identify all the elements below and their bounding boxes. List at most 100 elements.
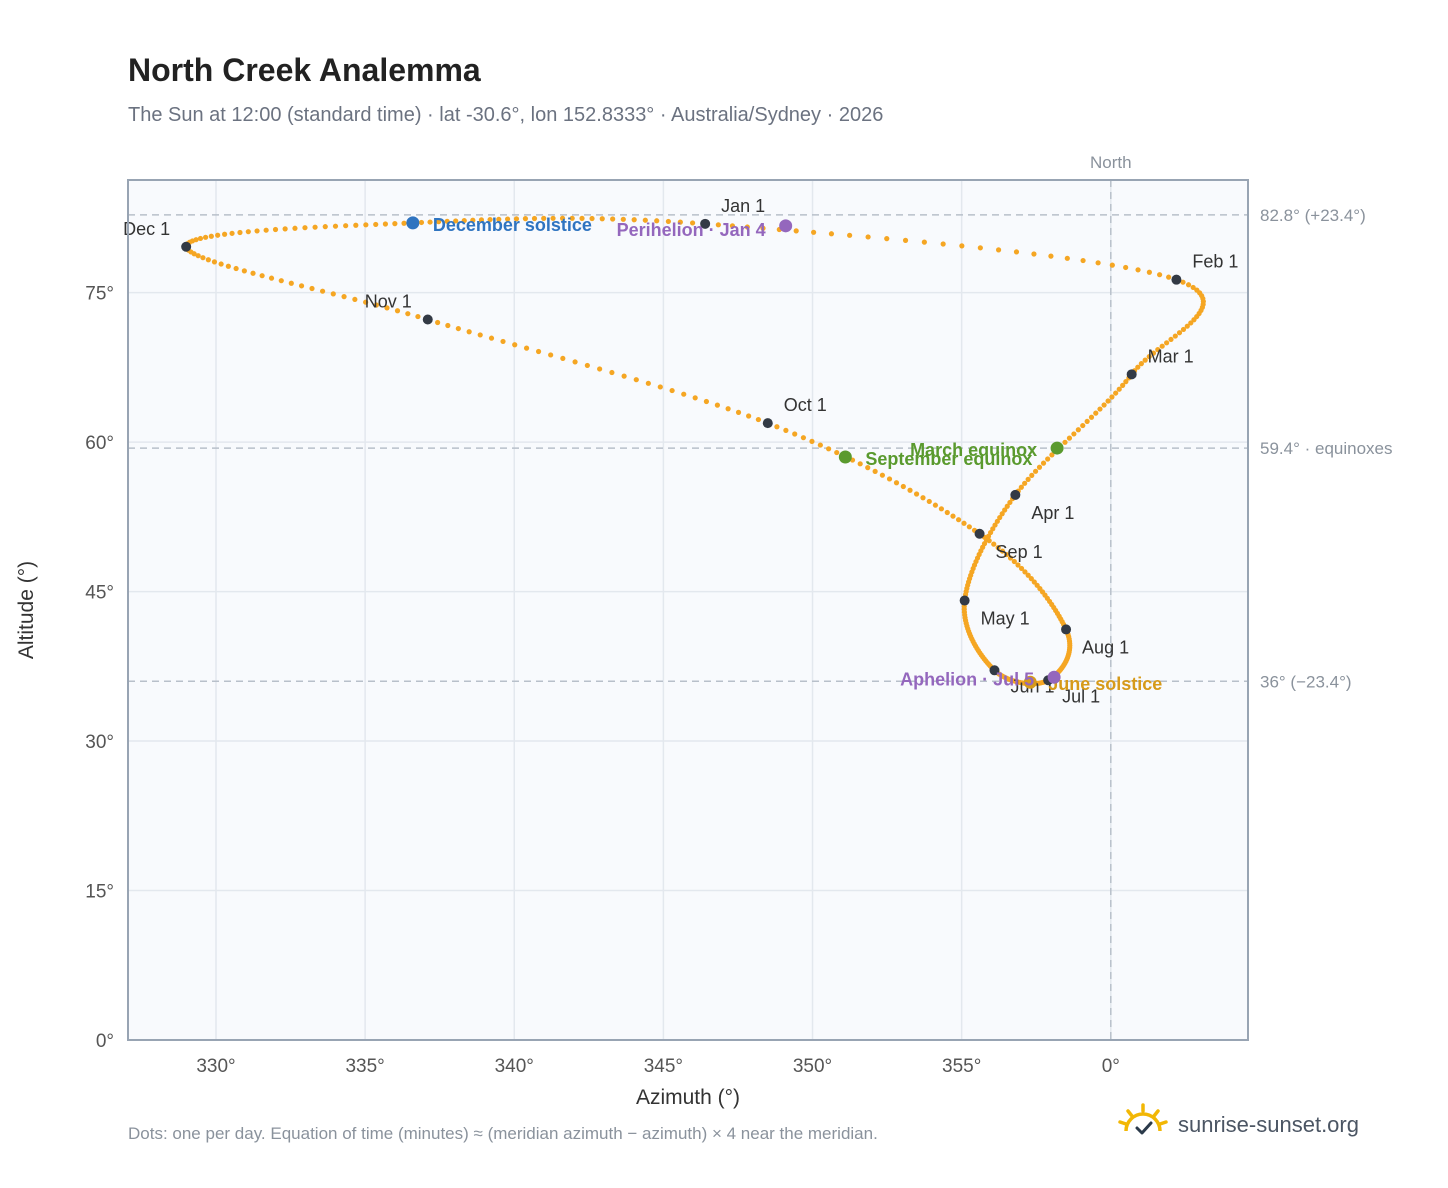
daily-sun-dot [435,319,441,326]
daily-sun-dot [977,245,983,251]
daily-sun-dot [1116,386,1122,392]
daily-sun-dot [225,263,231,269]
daily-sun-dot [1013,249,1020,255]
daily-sun-dot [302,225,308,231]
daily-sun-dot [966,524,972,530]
daily-sun-dot [373,302,379,308]
daily-sun-dot [1166,274,1172,280]
daily-sun-dot [496,216,502,222]
daily-sun-dot [792,431,798,437]
month-label: Oct 1 [784,395,827,415]
daily-sun-dot [921,239,927,245]
daily-sun-dot [1095,260,1101,266]
daily-sun-dot [548,352,554,358]
daily-sun-dot [1164,340,1170,346]
daily-sun-dot [298,283,305,289]
daily-sun-dot [418,219,425,226]
daily-sun-dot [1093,410,1099,416]
chart-subtitle: The Sun at 12:00 (standard time) · lat -… [128,104,884,126]
sun-logo-icon [1118,1102,1168,1148]
daily-sun-dot [992,522,998,528]
daily-sun-dot [642,217,648,223]
daily-sun-dot [1003,551,1010,558]
daily-sun-dot [259,273,265,279]
daily-sun-dot [415,313,421,320]
daily-sun-dot [292,225,298,231]
daily-sun-dot [760,225,766,231]
y-tick-label: 45° [85,583,114,604]
daily-sun-dot [589,215,595,222]
daily-sun-dot [1146,269,1152,275]
brand-name[interactable]: sunrise-sunset.org [1178,1112,1359,1137]
daily-sun-dot [1184,323,1190,329]
daily-sun-dot [729,223,736,229]
daily-sun-dot [382,221,389,227]
daily-sun-dot [1022,569,1028,575]
daily-sun-dot [677,219,683,225]
daily-sun-dot [487,216,493,223]
daily-sun-dot [319,288,326,294]
month-label: May 1 [981,609,1030,629]
month-marker [1171,274,1182,285]
event-marker [779,219,793,233]
daily-sun-dot [994,518,1000,524]
daily-sun-dot [1045,456,1051,462]
daily-sun-dot [453,218,459,224]
daily-sun-dot [392,221,398,227]
event-label: December solstice [433,215,592,235]
daily-sun-dot [1190,284,1196,291]
daily-sun-dot [959,243,965,249]
daily-sun-dot [373,221,379,228]
daily-sun-dot [522,216,529,222]
event-label: March equinox [910,440,1037,460]
daily-sun-dot [254,228,260,234]
daily-sun-dot [272,226,279,233]
daily-sun-dot [1062,439,1068,445]
x-axis-label: Azimuth (°) [636,1086,740,1109]
daily-sun-dot [278,278,284,284]
daily-sun-dot [902,237,909,243]
daily-sun-dot [665,218,671,225]
daily-sun-dot [1015,562,1021,568]
daily-sun-dot [1157,272,1163,278]
y-tick-label: 60° [85,433,114,454]
daily-sun-dot [1018,565,1025,572]
daily-sun-dot [550,215,556,221]
daily-sun-dot [1080,422,1086,429]
month-marker [700,218,711,229]
daily-sun-dot [535,348,542,355]
x-tick-label: 335° [345,1056,384,1077]
daily-sun-dot [884,236,890,242]
daily-sun-dot [312,224,318,230]
month-label: Jul 1 [1062,686,1100,706]
daily-sun-dot [1040,460,1047,466]
month-label: Feb 1 [1192,252,1238,272]
y-tick-label: 15° [85,882,114,903]
daily-sun-dot [309,285,315,292]
month-marker [181,241,192,252]
daily-sun-dot [202,234,209,240]
brand[interactable]: sunrise-sunset.org [1118,1100,1359,1150]
reference-line-label: 82.8° (+23.4°) [1260,206,1366,225]
daily-sun-dot [513,216,520,222]
daily-sun-dot [559,215,566,221]
daily-sun-dot [893,480,900,486]
daily-sun-dot [1064,255,1070,261]
event-marker [1050,441,1064,455]
daily-sun-dot [363,299,369,305]
daily-sun-dot [774,424,780,430]
daily-sun-dot [654,218,660,224]
event-marker [1047,670,1061,684]
daily-sun-dot [405,311,411,317]
daily-sun-dot [237,229,243,236]
daily-sun-dot [584,362,590,369]
daily-sun-dot [1025,572,1031,578]
month-label: Jan 1 [721,196,765,216]
daily-sun-dot [735,409,742,415]
daily-sun-dot [229,230,235,236]
daily-sun-dot [689,220,696,226]
daily-sun-dot [218,261,224,267]
daily-sun-dot [1159,343,1165,349]
daily-sun-dot [1048,253,1054,259]
daily-sun-dot [250,270,256,276]
